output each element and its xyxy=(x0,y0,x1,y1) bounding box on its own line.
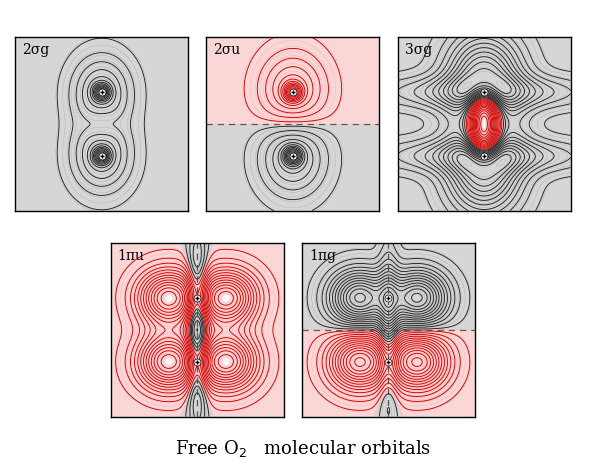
Text: 3σg: 3σg xyxy=(404,43,432,57)
Text: 2σg: 2σg xyxy=(22,43,49,57)
Text: 1πu: 1πu xyxy=(118,249,144,263)
Text: 1πg: 1πg xyxy=(309,249,336,263)
Text: 2σu: 2σu xyxy=(213,43,240,57)
Text: Free O$_2$   molecular orbitals: Free O$_2$ molecular orbitals xyxy=(175,438,432,459)
